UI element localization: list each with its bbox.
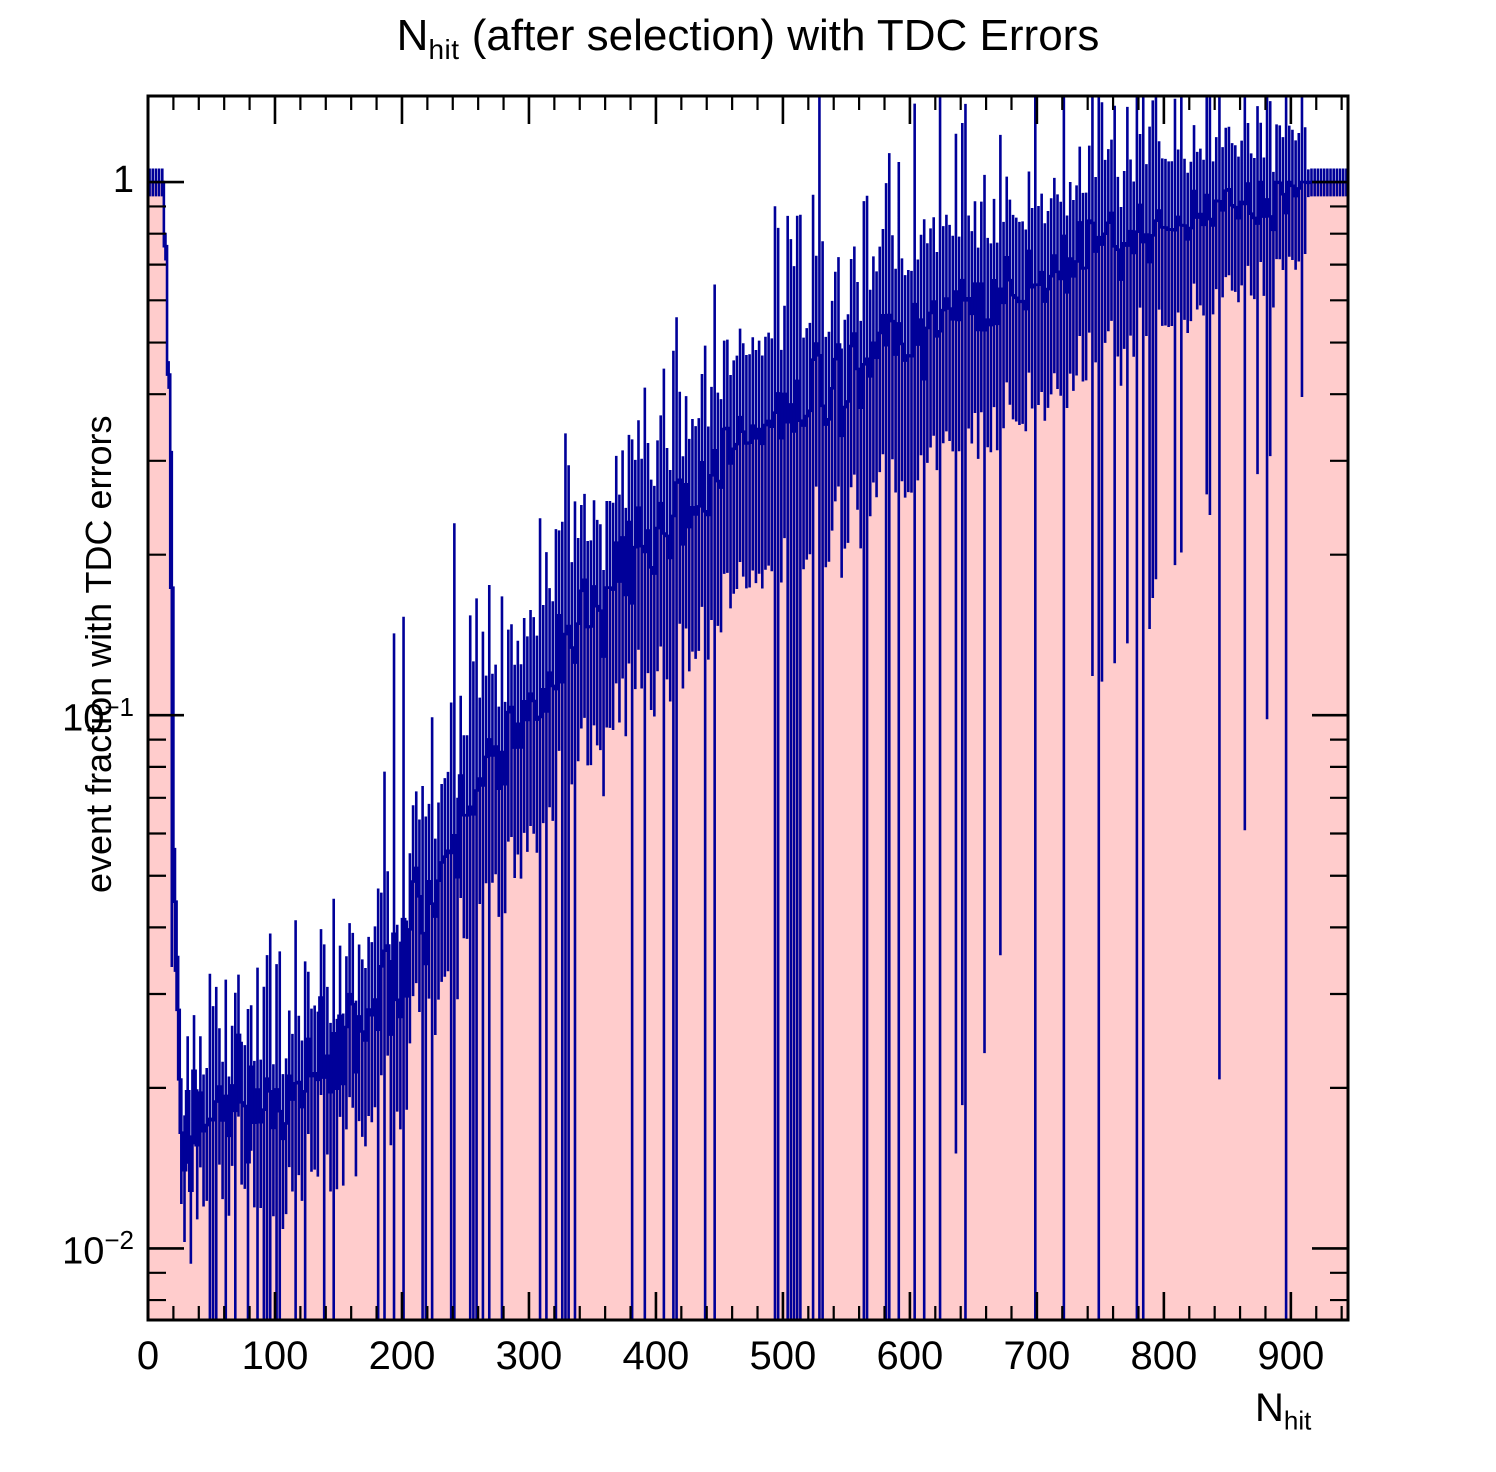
- y-tick-base: 10: [62, 697, 105, 740]
- axis-ticks: [146, 96, 1348, 1320]
- x-tick-label: 0: [136, 1334, 160, 1378]
- chart-title-main: N: [396, 11, 429, 60]
- y-tick-label: 10−2: [62, 1227, 134, 1270]
- x-tick-label: 700: [1003, 1334, 1071, 1378]
- y-tick-exponent: −1: [104, 692, 134, 723]
- histogram-fill: [148, 182, 1348, 1320]
- plot-frame-border: [146, 94, 1350, 1322]
- x-axis-title: Nhit: [1255, 1388, 1311, 1434]
- y-tick-base: 1: [112, 159, 134, 202]
- chart-title-subscript: hit: [428, 34, 460, 66]
- y-tick-label: 10−1: [62, 694, 134, 737]
- y-tick-exponent: −2: [104, 1225, 134, 1256]
- x-tick-label: 200: [368, 1334, 436, 1378]
- x-tick-label: 900: [1257, 1334, 1325, 1378]
- x-tick-label: 100: [241, 1334, 309, 1378]
- y-tick-label: 1: [113, 161, 134, 199]
- x-tick-label: 400: [622, 1334, 690, 1378]
- histogram-fill-path: [148, 182, 1348, 1320]
- x-tick-label: 300: [495, 1334, 563, 1378]
- x-axis-title-main: N: [1255, 1386, 1284, 1430]
- x-tick-label: 600: [876, 1334, 944, 1378]
- chart-title-rest: (after selection) with TDC Errors: [459, 11, 1100, 60]
- x-axis-title-subscript: hit: [1283, 1405, 1312, 1436]
- x-tick-label: 500: [749, 1334, 817, 1378]
- y-tick-base: 10: [62, 1230, 105, 1273]
- x-tick-label: 800: [1130, 1334, 1198, 1378]
- chart-title: Nhit (after selection) with TDC Errors: [0, 14, 1496, 64]
